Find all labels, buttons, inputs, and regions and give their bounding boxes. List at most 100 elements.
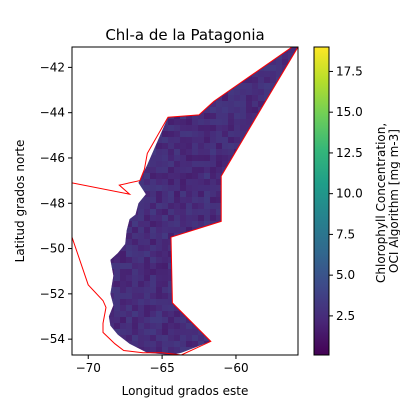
data-cell bbox=[216, 161, 222, 167]
data-cell bbox=[204, 119, 210, 125]
data-cell bbox=[108, 293, 114, 299]
data-cell bbox=[150, 149, 156, 155]
data-cell bbox=[150, 173, 156, 179]
data-cell bbox=[108, 311, 114, 317]
data-cell bbox=[192, 149, 198, 155]
data-cell bbox=[174, 341, 180, 347]
data-cell bbox=[210, 143, 216, 149]
data-cell bbox=[216, 143, 222, 149]
data-cell bbox=[144, 347, 150, 353]
data-cell bbox=[144, 287, 150, 293]
data-cell bbox=[144, 197, 150, 203]
data-cell bbox=[156, 335, 162, 341]
data-cell bbox=[120, 305, 126, 311]
data-cell bbox=[156, 329, 162, 335]
data-cell bbox=[204, 209, 210, 215]
data-cell bbox=[192, 185, 198, 191]
data-cell bbox=[192, 143, 198, 149]
data-cell bbox=[144, 329, 150, 335]
data-cell bbox=[138, 323, 144, 329]
data-cell bbox=[216, 131, 222, 137]
y-axis: −42 −44 −46 −48 −50 −52 −54 bbox=[40, 60, 72, 346]
data-cell bbox=[138, 179, 144, 185]
data-cell bbox=[276, 65, 282, 71]
data-cell bbox=[132, 341, 138, 347]
data-cell bbox=[138, 335, 144, 341]
data-cell bbox=[180, 179, 186, 185]
colorbar-tick-label: 7.5 bbox=[336, 227, 355, 241]
data-cell bbox=[174, 131, 180, 137]
data-cell bbox=[234, 101, 240, 107]
data-cell bbox=[156, 263, 162, 269]
data-cell bbox=[174, 329, 180, 335]
data-cell bbox=[180, 323, 186, 329]
data-cell bbox=[186, 191, 192, 197]
data-cell bbox=[216, 155, 222, 161]
data-cell bbox=[210, 101, 216, 107]
data-cell bbox=[192, 341, 198, 347]
data-cell bbox=[144, 299, 150, 305]
data-cell bbox=[144, 281, 150, 287]
data-cell bbox=[264, 65, 270, 71]
data-cell bbox=[216, 119, 222, 125]
data-cell bbox=[204, 149, 210, 155]
data-cell bbox=[132, 221, 138, 227]
data-cell bbox=[192, 125, 198, 131]
data-cell bbox=[240, 101, 246, 107]
data-cell bbox=[108, 317, 114, 323]
data-cell bbox=[120, 317, 126, 323]
data-cell bbox=[168, 119, 174, 125]
data-cell bbox=[174, 125, 180, 131]
data-cell bbox=[144, 293, 150, 299]
data-cell bbox=[126, 329, 132, 335]
data-cell bbox=[114, 299, 120, 305]
data-cell bbox=[198, 221, 204, 227]
data-cell bbox=[168, 341, 174, 347]
data-cell bbox=[150, 275, 156, 281]
data-cell bbox=[168, 269, 174, 275]
data-cell bbox=[180, 221, 186, 227]
data-cell bbox=[144, 245, 150, 251]
data-cell bbox=[168, 179, 174, 185]
data-cell bbox=[252, 77, 258, 83]
data-cell bbox=[162, 221, 168, 227]
data-cell bbox=[204, 137, 210, 143]
data-cell bbox=[168, 287, 174, 293]
colorbar: 2.5 5.0 7.5 10.0 12.5 15.0 17.5 Chlorophyll Co… bbox=[313, 46, 400, 356]
data-cell bbox=[186, 155, 192, 161]
data-cell bbox=[120, 293, 126, 299]
data-cell bbox=[234, 83, 240, 89]
data-cell bbox=[162, 299, 168, 305]
data-cell bbox=[132, 281, 138, 287]
colorbar-tick-label: 2.5 bbox=[336, 309, 355, 323]
data-cell bbox=[276, 71, 282, 77]
data-cell bbox=[204, 179, 210, 185]
data-cell bbox=[168, 149, 174, 155]
data-cell bbox=[162, 323, 168, 329]
data-cell bbox=[174, 323, 180, 329]
data-cell bbox=[192, 155, 198, 161]
data-cell bbox=[162, 239, 168, 245]
data-cell bbox=[258, 101, 264, 107]
data-cell bbox=[132, 215, 138, 221]
data-cell bbox=[216, 113, 222, 119]
data-cell bbox=[258, 83, 264, 89]
data-cell bbox=[132, 287, 138, 293]
data-cell bbox=[132, 335, 138, 341]
data-cell bbox=[192, 197, 198, 203]
data-cell bbox=[240, 131, 246, 137]
data-cell bbox=[108, 257, 114, 263]
data-cell bbox=[216, 197, 222, 203]
data-cell bbox=[222, 107, 228, 113]
data-cell bbox=[162, 167, 168, 173]
data-cell bbox=[288, 47, 294, 53]
data-cell bbox=[192, 167, 198, 173]
data-cell bbox=[234, 89, 240, 95]
data-cell bbox=[210, 125, 216, 131]
data-cell bbox=[246, 101, 252, 107]
data-cell bbox=[228, 137, 234, 143]
x-axis-label: Longitud grados este bbox=[122, 384, 249, 398]
data-cell bbox=[210, 113, 216, 119]
data-cell bbox=[186, 125, 192, 131]
